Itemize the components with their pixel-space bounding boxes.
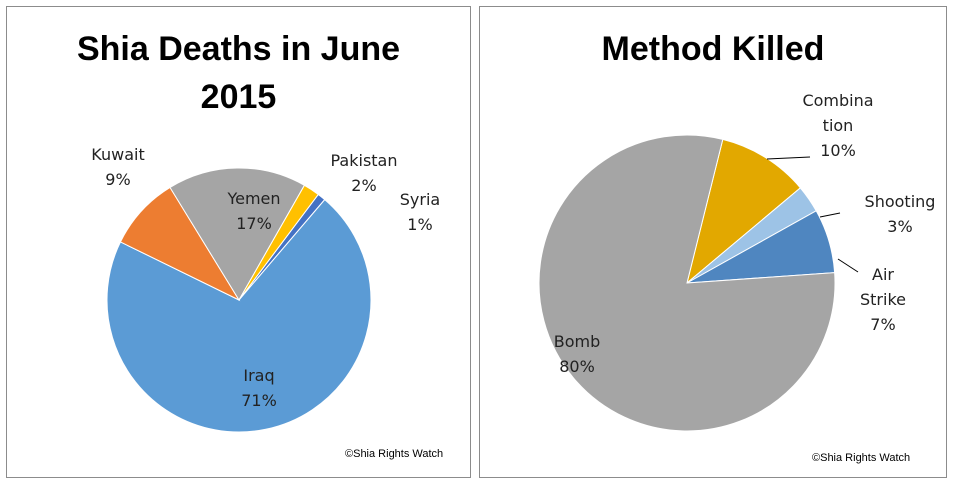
pie-label-pakistan: Pakistan [331, 151, 398, 170]
leader-line-air-strike [837, 258, 859, 273]
pie-slice-yemen [169, 167, 306, 301]
chart-title-line-1: Method Killed [601, 30, 825, 68]
pie-value-label-kuwait: 9% [105, 170, 130, 189]
pie-slice-combination [686, 138, 802, 285]
pie-label-air-strike-line-1: Air [872, 265, 894, 284]
pie-value-label-shooting: 3% [887, 217, 912, 236]
pie-value-label-yemen: 17% [236, 214, 272, 233]
pie-value-label-syria: 1% [407, 215, 432, 234]
pie-value-label-air-strike: 7% [870, 315, 895, 334]
pie-label-kuwait: Kuwait [91, 145, 144, 164]
chart-panel-method-killed: Method Killed Bomb 80% Combina tion 10% Shoot… [479, 6, 947, 478]
pie-slice-bomb [538, 134, 836, 432]
pie-value-label-iraq: 71% [241, 391, 277, 410]
leader-line-combination [766, 156, 811, 160]
pie-chart-shia-deaths: Iraq 71% Kuwait 9% Yemen 17% Pakistan 2% Syria 1% [91, 145, 440, 433]
pie-slice-iraq [106, 198, 372, 433]
pie-label-shooting: Shooting [865, 192, 936, 211]
pie-label-bomb: Bomb [554, 332, 601, 351]
credit-text: ©Shia Rights Watch [345, 448, 444, 460]
pie-slice-pakistan [238, 184, 319, 301]
pie-chart-method-killed: Bomb 80% Combina tion 10% Shooting 3% Air Strike… [538, 91, 936, 432]
pie-label-combination-line-2: tion [823, 116, 854, 135]
chart-panel-shia-deaths: Shia Deaths in June 2015 Iraq 71% Kuwait 9%… [6, 6, 471, 478]
pie-value-label-pakistan: 2% [351, 176, 376, 195]
chart-title-line-1: Shia Deaths in June [76, 30, 401, 68]
pie-label-syria: Syria [400, 190, 440, 209]
pie-label-yemen: Yemen [226, 189, 280, 208]
pie-value-label-combination: 10% [820, 141, 856, 160]
chart-title-line-2: 2015 [200, 78, 277, 116]
pie-label-iraq: Iraq [243, 366, 274, 385]
chart-title: Method Killed [480, 25, 946, 73]
pie-label-air-strike-line-2: Strike [860, 290, 906, 309]
credit-text: ©Shia Rights Watch [812, 452, 911, 464]
pie-value-label-bomb: 80% [559, 357, 595, 376]
pie-label-combination-line-1: Combina [802, 91, 873, 110]
leader-line-shooting [819, 212, 841, 218]
chart-title: Shia Deaths in June 2015 [7, 25, 470, 121]
